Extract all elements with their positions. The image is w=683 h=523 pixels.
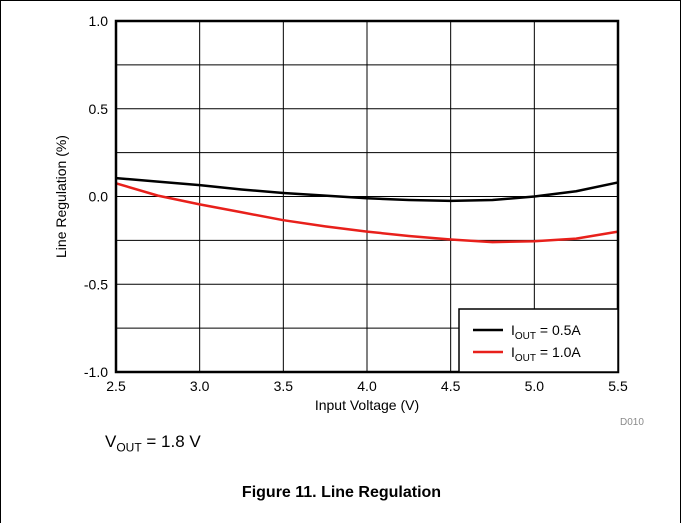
x-axis-label: Input Voltage (V)	[315, 397, 419, 413]
series-line-1	[115, 176, 619, 203]
line-regulation-chart: 2.5 3.0 3.5 4.0 4.5 5.0 5.5 1.00.50.0-0.5-1.0 …	[53, 13, 628, 413]
plot-border	[114, 19, 620, 374]
x-tick-label: 5.0	[525, 378, 545, 394]
legend-label-1: IOUT = 0.5A	[511, 322, 581, 342]
note-tail: = 1.8 V	[141, 432, 201, 451]
y-tick-labels: 1.0 0.5 0.0 -0.5 -1.0	[84, 13, 108, 380]
figure-caption: Figure 11. Line Regulation	[241, 484, 442, 501]
y-tick-label: 0.5	[89, 101, 109, 117]
y-tick-label: -0.5	[84, 276, 108, 292]
y-axis-label: Line Regulation (%)	[53, 135, 69, 258]
series-line-2	[115, 182, 619, 244]
x-tick-label: 4.0	[357, 378, 377, 394]
y-tick-label: -1.0	[84, 364, 108, 380]
legend-label-2: IOUT = 1.0A	[511, 344, 581, 364]
curves	[115, 176, 619, 244]
note-main: V	[105, 432, 117, 451]
y-tick-label: 0.0	[89, 189, 109, 205]
figure-code: D010	[620, 417, 644, 428]
note-subscript: OUT	[116, 440, 142, 455]
x-tick-label: 3.0	[190, 378, 210, 394]
x-tick-label: 4.5	[441, 378, 461, 394]
x-tick-label: 2.5	[106, 378, 126, 394]
y-tick-label: 1.0	[89, 13, 109, 29]
legend-box	[458, 308, 619, 373]
x-tick-labels: 2.5 3.0 3.5 4.0 4.5 5.0 5.5	[106, 378, 628, 394]
x-tick-label: 5.5	[608, 378, 628, 394]
output-voltage-note: VOUT = 1.8 V	[105, 432, 201, 454]
x-tick-label: 3.5	[274, 378, 294, 394]
